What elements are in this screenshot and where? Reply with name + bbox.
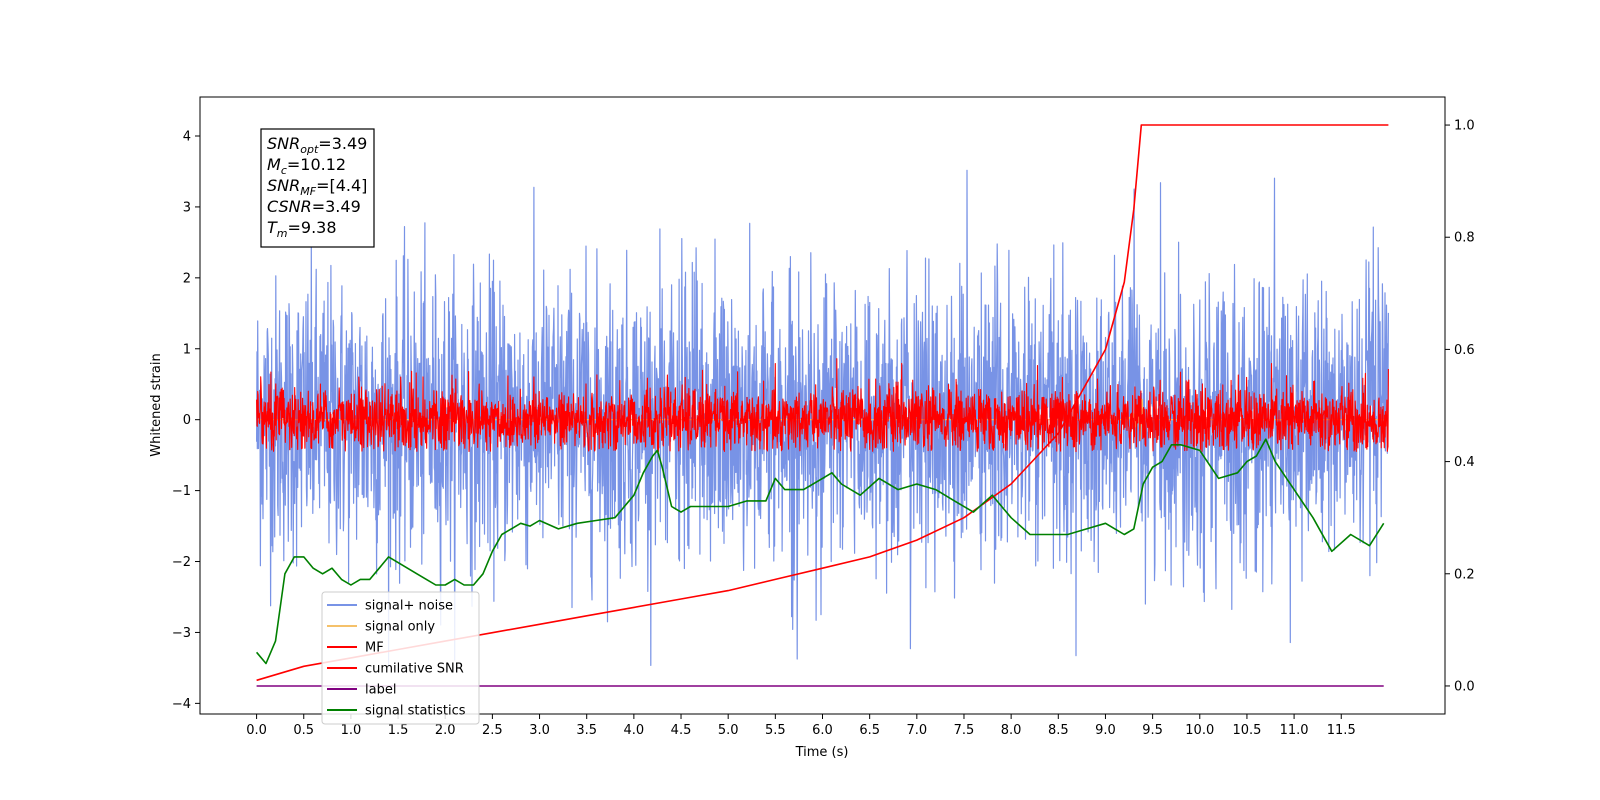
x-tick-label: 0.0 bbox=[246, 723, 267, 738]
x-tick-label: 11.5 bbox=[1327, 723, 1356, 738]
x-tick-label: 7.0 bbox=[906, 723, 927, 738]
y2-tick-label: 0.2 bbox=[1454, 567, 1475, 582]
annotation-line: Tm=9.38 bbox=[267, 218, 337, 240]
y-tick-label: 4 bbox=[183, 130, 191, 145]
x-tick-label: 10.5 bbox=[1232, 723, 1261, 738]
y-tick-label: 0 bbox=[183, 413, 191, 428]
x-tick-label: 11.0 bbox=[1280, 723, 1309, 738]
annotation-subscript: m bbox=[277, 227, 288, 240]
x-tick-label: 5.5 bbox=[765, 723, 786, 738]
legend-entry-label: MF bbox=[365, 641, 384, 656]
legend-entry-label: cumilative SNR bbox=[365, 662, 464, 677]
annotation-frame bbox=[260, 128, 375, 248]
x-tick-label: 9.0 bbox=[1095, 723, 1116, 738]
annotation-line: Mc=10.12 bbox=[267, 155, 346, 177]
x-tick-label: 7.5 bbox=[954, 723, 975, 738]
x-tick-label: 3.5 bbox=[576, 723, 597, 738]
stats-annotation-box: SNRopt=3.49Mc=10.12SNRMF=[4.4]CSNR=3.49T… bbox=[260, 128, 375, 248]
x-tick-label: 6.0 bbox=[812, 723, 833, 738]
legend-entry-label: signal statistics bbox=[365, 704, 466, 719]
x-tick-label: 4.5 bbox=[671, 723, 692, 738]
annotation-value: =9.38 bbox=[288, 218, 337, 237]
x-tick-label: 5.0 bbox=[718, 723, 739, 738]
legend: signal+ noise signal only MF cumilative SNR… bbox=[321, 591, 480, 725]
x-tick-label: 9.5 bbox=[1142, 723, 1163, 738]
x-axis-label: Time (s) bbox=[795, 745, 849, 760]
x-tick-label: 2.0 bbox=[435, 723, 456, 738]
annotation-subscript: opt bbox=[300, 143, 319, 156]
y-axis-label: Whitened strain bbox=[149, 353, 164, 456]
y2-tick-label: 1.0 bbox=[1454, 119, 1475, 134]
y2-tick-label: 0.0 bbox=[1454, 679, 1475, 694]
x-tick-label: 4.0 bbox=[624, 723, 645, 738]
legend-frame bbox=[321, 591, 480, 725]
y2-tick-label: 0.8 bbox=[1454, 231, 1475, 246]
x-tick-label: 3.0 bbox=[529, 723, 550, 738]
legend-entry-label: signal+ noise bbox=[365, 599, 453, 614]
annotation-symbol: SNR bbox=[267, 134, 300, 153]
annotation-value: =10.12 bbox=[287, 155, 346, 174]
y-ticks: −4 −3 −2 −1 0 1 2 3 4 bbox=[172, 130, 200, 712]
y-tick-label: 2 bbox=[183, 271, 191, 286]
y2-tick-label: 0.4 bbox=[1454, 455, 1475, 470]
y-tick-label: 3 bbox=[183, 200, 191, 215]
annotation-symbol: M bbox=[267, 155, 281, 174]
series-mf bbox=[256, 358, 1389, 453]
annotation-value: =3.49 bbox=[312, 197, 361, 216]
x-ticks: 0.0 0.5 1.0 1.5 2.0 2.5 3.0 3.5 4.0 4.5 5.0 5.5 6.0 6… bbox=[246, 714, 1356, 738]
y2-ticks: 0.0 0.2 0.4 0.6 0.8 1.0 bbox=[1445, 119, 1475, 694]
y2-tick-label: 0.6 bbox=[1454, 343, 1475, 358]
x-tick-label: 1.5 bbox=[388, 723, 409, 738]
annotation-subscript: c bbox=[281, 164, 287, 177]
x-tick-label: 8.5 bbox=[1048, 723, 1069, 738]
legend-entry-label: label bbox=[365, 683, 396, 698]
annotation-symbol: T bbox=[267, 218, 278, 237]
annotation-value: =[4.4] bbox=[316, 176, 367, 195]
x-tick-label: 10.0 bbox=[1185, 723, 1214, 738]
annotation-line: SNRMF=[4.4] bbox=[267, 176, 367, 198]
annotation-symbol: SNR bbox=[267, 176, 300, 195]
annotation-value: =3.49 bbox=[318, 134, 367, 153]
annotation-symbol: CSNR bbox=[267, 197, 312, 216]
legend-entry-label: signal only bbox=[365, 620, 435, 635]
annotation-subscript: MF bbox=[300, 185, 316, 198]
x-tick-label: 0.5 bbox=[293, 723, 314, 738]
y-tick-label: −4 bbox=[172, 697, 191, 712]
y-tick-label: −3 bbox=[172, 626, 191, 641]
y-tick-label: −1 bbox=[172, 484, 191, 499]
x-tick-label: 2.5 bbox=[482, 723, 503, 738]
x-tick-label: 8.0 bbox=[1001, 723, 1022, 738]
x-tick-label: 6.5 bbox=[859, 723, 880, 738]
x-tick-label: 1.0 bbox=[341, 723, 362, 738]
y-tick-label: −2 bbox=[172, 555, 191, 570]
series-signal-statistics bbox=[255, 438, 1385, 665]
y-tick-label: 1 bbox=[183, 342, 191, 357]
annotation-line: SNRopt=3.49 bbox=[267, 134, 367, 156]
series-signal-noise bbox=[256, 169, 1389, 668]
annotation-line: CSNR=3.49 bbox=[267, 197, 361, 216]
